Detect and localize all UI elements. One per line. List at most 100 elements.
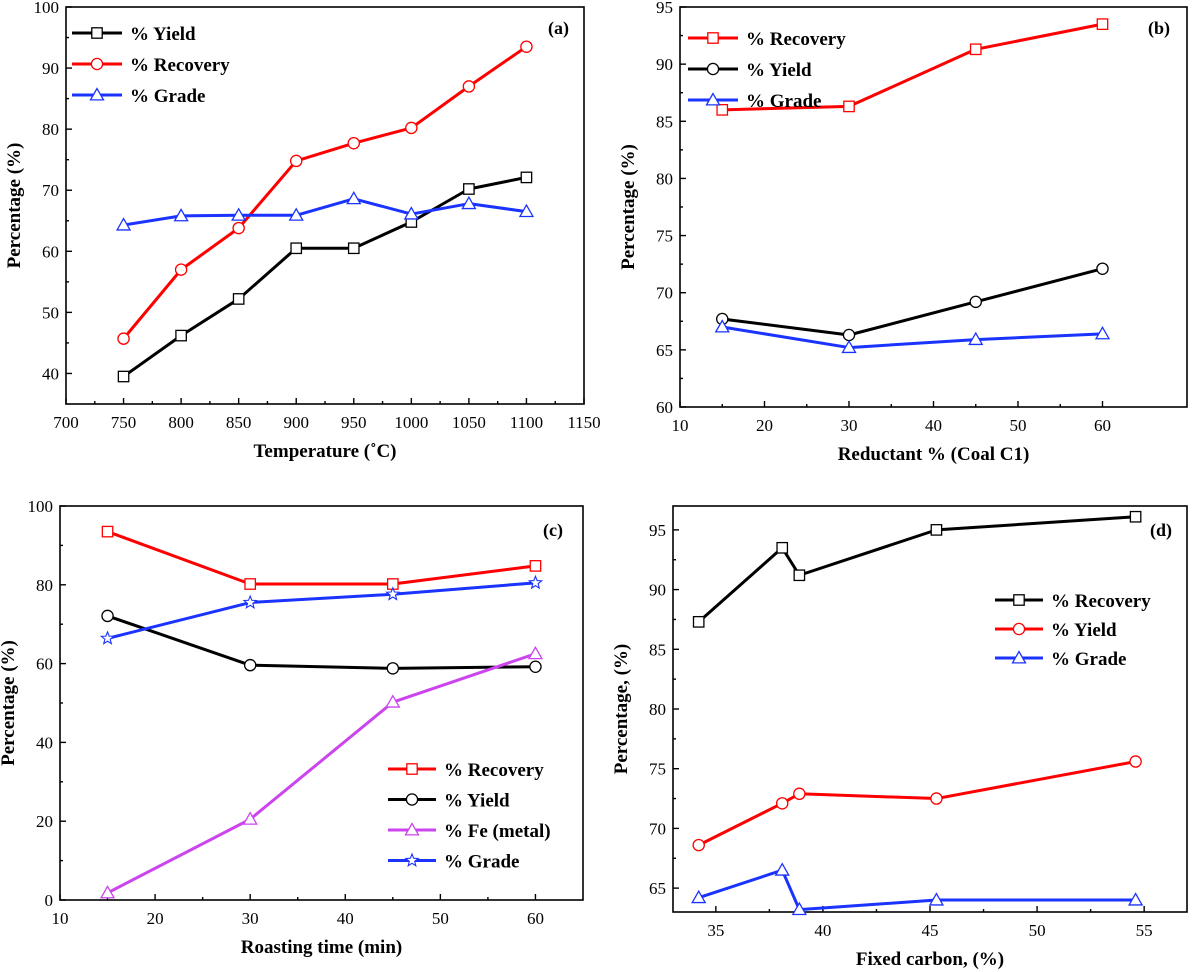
x-tick-label: 20: [756, 416, 773, 435]
data-point: [117, 332, 130, 345]
series-2: [115, 190, 535, 231]
legend: % Recovery % Yield % Grade: [995, 591, 1151, 670]
panel-label: (a): [548, 18, 569, 39]
data-point: [1129, 755, 1142, 768]
data-point: [841, 339, 857, 354]
data-point: [347, 136, 361, 150]
x-tick-label: 1050: [452, 413, 486, 432]
legend-label: % Grade: [444, 852, 519, 873]
legend-label: % Grade: [130, 86, 205, 107]
legend-marker: [89, 87, 105, 101]
panel-label: (c): [543, 520, 563, 541]
y-tick-label: 80: [36, 576, 53, 595]
x-tick-label: 10: [52, 909, 69, 928]
data-point: [242, 811, 258, 825]
x-tick-label: 1100: [510, 413, 543, 432]
x-tick-label: 50: [1029, 921, 1046, 940]
legend-marker: [705, 92, 721, 106]
y-tick-label: 40: [36, 733, 53, 752]
x-tick-label: 40: [337, 909, 354, 928]
series-line: [698, 868, 1136, 912]
data-point: [463, 183, 475, 195]
series-line: [698, 760, 1136, 847]
data-point: [716, 104, 729, 116]
legend-label: % Recovery: [1051, 591, 1151, 612]
x-tick-label: 1150: [567, 413, 600, 432]
data-point: [346, 190, 362, 205]
data-point: [1094, 326, 1111, 340]
y-tick-label: 75: [649, 760, 666, 779]
data-point: [1096, 18, 1109, 30]
legend-marker: [1013, 594, 1025, 606]
series-line: [722, 325, 1103, 350]
data-point: [289, 154, 303, 168]
data-point: [101, 609, 114, 623]
y-tick-label: 100: [28, 497, 54, 516]
data-point: [529, 660, 542, 674]
data-point: [793, 569, 806, 582]
x-tick-label: 50: [432, 909, 449, 928]
y-tick-label: 85: [656, 112, 673, 131]
panel-a: 700 750 800 850 900 950 1000 1050 1100 1150 40 50 60…: [4, 0, 601, 462]
legend: % Recovery % Yield % Grade: [688, 29, 846, 112]
x-tick-label: 900: [283, 413, 309, 432]
y-tick-label: 60: [36, 655, 53, 674]
data-point: [776, 541, 789, 554]
y-tick-label: 80: [649, 700, 666, 719]
y-tick-label: 70: [42, 181, 59, 200]
data-point: [714, 319, 730, 333]
y-axis-title: Percentage (%): [4, 143, 25, 269]
data-point: [842, 328, 856, 342]
x-tick-label: 35: [707, 921, 724, 940]
data-point: [386, 662, 400, 675]
y-tick-label: 90: [42, 59, 59, 78]
y-tick-label: 70: [656, 284, 673, 303]
panel-c: 10 20 30 40 50 60 0 20 40 60 80 100 Roasting time (m…: [0, 497, 584, 958]
data-point: [520, 171, 533, 184]
y-tick-label: 70: [649, 819, 666, 838]
series-3: [99, 574, 544, 645]
y-tick-label: 95: [649, 521, 666, 540]
data-point: [775, 797, 789, 810]
legend-label: % Fe (metal): [444, 821, 551, 842]
y-tick-label: 50: [42, 303, 59, 322]
x-tick-label: 10: [672, 416, 689, 435]
x-tick-label: 45: [922, 921, 939, 940]
y-tick-label: 85: [649, 640, 666, 659]
x-tick-label: 60: [527, 909, 544, 928]
legend-label: % Recovery: [444, 760, 544, 781]
series-2: [714, 319, 1111, 354]
legend-marker: [404, 822, 420, 836]
data-point: [232, 221, 245, 235]
data-point: [518, 203, 535, 218]
series-1: [101, 609, 542, 675]
series-line: [122, 45, 528, 340]
data-point: [520, 40, 533, 53]
data-point: [232, 293, 245, 305]
series-1: [716, 262, 1109, 342]
x-tick-label: 30: [841, 416, 858, 435]
data-point: [115, 217, 132, 231]
x-tick-label: 850: [226, 413, 252, 432]
x-axis-title: Fixed carbon, (%): [856, 949, 1004, 970]
y-tick-label: 95: [656, 0, 673, 17]
panel-label: (b): [1148, 18, 1170, 39]
data-point: [405, 121, 418, 135]
y-axis-title: Percentage (%): [0, 640, 19, 766]
data-point: [288, 207, 304, 221]
y-axis-title: Percentage, (%): [611, 644, 632, 774]
y-tick-label: 60: [42, 242, 59, 261]
data-point: [244, 578, 257, 590]
series-line: [722, 22, 1103, 112]
data-point: [173, 208, 189, 222]
series-line: [123, 197, 527, 227]
legend-marker: [406, 763, 418, 775]
data-point: [791, 901, 807, 916]
series-line: [106, 652, 536, 895]
x-tick-label: 50: [1010, 416, 1027, 435]
data-point: [347, 242, 360, 255]
x-tick-label: 30: [242, 909, 259, 928]
legend-marker: [91, 27, 103, 39]
data-point: [243, 658, 257, 672]
